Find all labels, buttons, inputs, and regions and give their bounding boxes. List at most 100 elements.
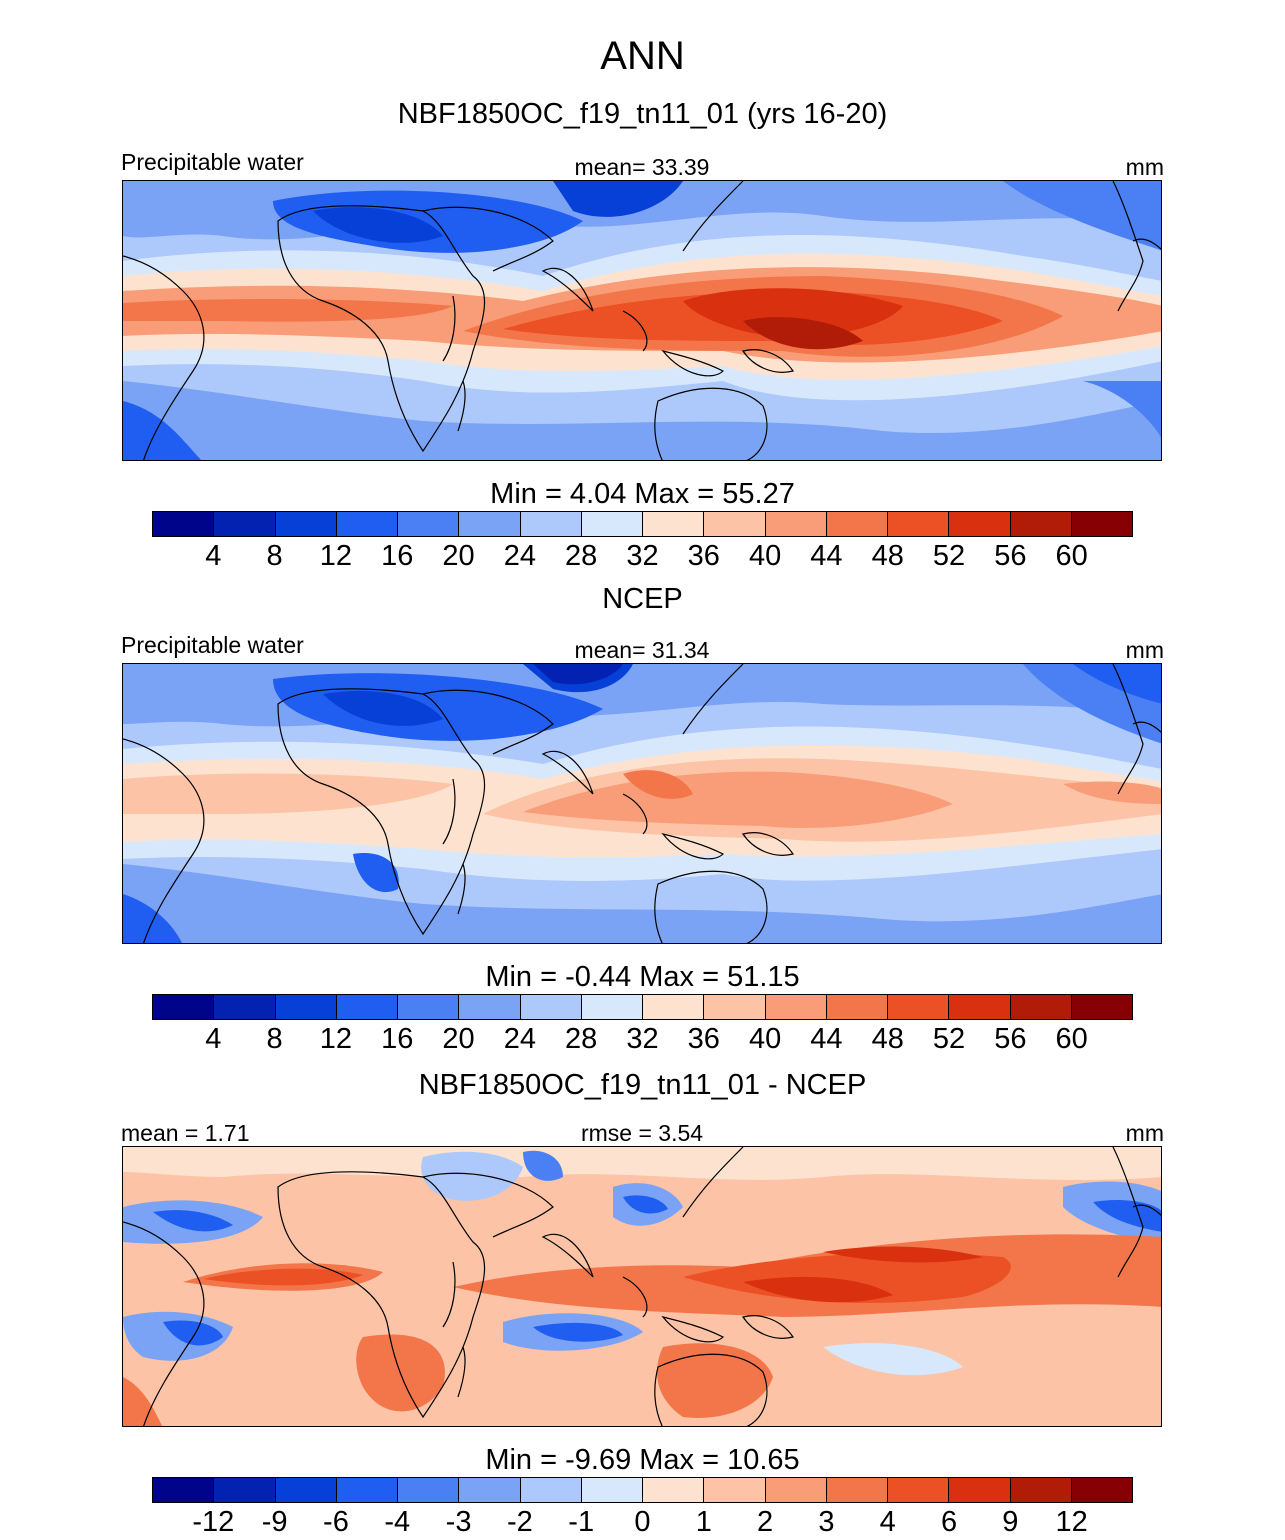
colorbar-box <box>643 512 705 536</box>
colorbar-box <box>398 512 460 536</box>
colorbar-tick-label: 8 <box>266 1023 283 1055</box>
colorbar-tick-label: 16 <box>381 540 414 572</box>
colorbar-tick-label: 3 <box>818 1506 835 1538</box>
colorbar-box <box>581 995 643 1019</box>
colorbar-box <box>398 1478 460 1502</box>
colorbar-tick-label: -6 <box>323 1506 349 1538</box>
colorbar-tick-label: 24 <box>503 540 537 572</box>
panel-2-minmax: Min = -0.44 Max = 51.15 <box>485 961 800 993</box>
colorbar-box <box>888 1478 950 1502</box>
colorbar-tick-label: 0 <box>634 1506 651 1538</box>
colorbar-box <box>459 512 521 536</box>
colorbar-box <box>336 1478 398 1502</box>
panel-1-variable-label: Precipitable water <box>121 149 304 175</box>
colorbar-box <box>826 512 888 536</box>
colorbar-box <box>949 512 1011 536</box>
colorbar-tick-label: 12 <box>1055 1506 1088 1538</box>
colorbar-box <box>949 995 1011 1019</box>
panel-1-mean-label: mean= 33.39 <box>574 154 710 180</box>
panel-2-map <box>122 663 1162 944</box>
colorbar-box <box>1071 995 1132 1019</box>
colorbar-tick-label: 52 <box>932 1023 966 1055</box>
colorbar-tick-label: -9 <box>261 1506 288 1538</box>
colorbar-tick-label: 52 <box>932 540 966 572</box>
panel-1-map <box>122 180 1162 461</box>
colorbar-tick-label: 28 <box>565 540 598 572</box>
colorbar-tick-label: 1 <box>695 1506 712 1538</box>
colorbar-tick-label: -12 <box>192 1506 235 1538</box>
colorbar-tick-label: 8 <box>266 540 283 572</box>
colorbar-box <box>459 1478 521 1502</box>
figure-title: ANN <box>600 34 685 78</box>
colorbar-box <box>1010 995 1072 1019</box>
panel-1-colorbar <box>152 511 1133 537</box>
panel-3-map <box>122 1146 1162 1427</box>
panel-3-mean-label: mean = 1.71 <box>121 1120 250 1146</box>
colorbar-tick-label: -3 <box>445 1506 472 1538</box>
panel-2-contour-field <box>123 664 1161 943</box>
panel-3-units-label: mm <box>1125 1120 1164 1146</box>
panel-1-units-label: mm <box>1125 154 1164 180</box>
colorbar-box <box>214 512 276 536</box>
panel-1-title: NBF1850OC_f19_tn11_01 (yrs 16-20) <box>397 98 888 130</box>
panel-1-contour-field <box>123 181 1161 460</box>
colorbar-box <box>765 1478 827 1502</box>
colorbar-box <box>398 995 460 1019</box>
panel-2-title: NCEP <box>602 583 683 615</box>
colorbar-tick-label: 9 <box>1002 1506 1019 1538</box>
panel-3-contour-field <box>123 1147 1161 1426</box>
colorbar-tick-label: 4 <box>205 540 222 572</box>
panel-1-colorbar-ticks: 4 8 12 16 20 24 28 32 36 40 44 48 52 56 60 <box>152 540 1133 574</box>
panel-3-minmax: Min = -9.69 Max = 10.65 <box>485 1444 800 1476</box>
colorbar-box <box>275 1478 337 1502</box>
colorbar-tick-label: 56 <box>994 540 1027 572</box>
colorbar-box <box>336 512 398 536</box>
colorbar-tick-label: -2 <box>506 1506 533 1538</box>
colorbar-box <box>1010 1478 1072 1502</box>
colorbar-box <box>704 995 766 1019</box>
colorbar-tick-label: 2 <box>757 1506 774 1538</box>
panel-2-units-label: mm <box>1125 637 1164 663</box>
colorbar-tick-label: 60 <box>1055 540 1088 572</box>
panel-3-colorbar-ticks: -12 -9 -6 -4 -3 -2 -1 0 1 2 3 4 6 9 12 <box>152 1506 1133 1540</box>
colorbar-box <box>765 512 827 536</box>
colorbar-box <box>153 1478 215 1502</box>
colorbar-box <box>520 1478 582 1502</box>
colorbar-box <box>643 1478 705 1502</box>
colorbar-box <box>1071 1478 1132 1502</box>
colorbar-box <box>949 1478 1011 1502</box>
colorbar-tick-label: 6 <box>940 1506 958 1538</box>
colorbar-tick-label: 4 <box>879 1506 896 1538</box>
colorbar-box <box>888 995 950 1019</box>
colorbar-tick-label: 4 <box>205 1023 222 1055</box>
colorbar-tick-label: 16 <box>381 1023 414 1055</box>
colorbar-box <box>153 995 215 1019</box>
colorbar-tick-label: -1 <box>568 1506 595 1538</box>
colorbar-box <box>520 512 582 536</box>
colorbar-box <box>826 1478 888 1502</box>
colorbar-box <box>214 995 276 1019</box>
colorbar-box <box>643 995 705 1019</box>
colorbar-tick-label: 12 <box>319 540 353 572</box>
colorbar-tick-label: 48 <box>871 540 904 572</box>
colorbar-tick-label: 40 <box>748 1023 782 1055</box>
colorbar-box <box>459 995 521 1019</box>
panel-3-rmse-label: rmse = 3.54 <box>580 1120 704 1146</box>
colorbar-box <box>1071 512 1132 536</box>
colorbar-tick-label: 28 <box>565 1023 598 1055</box>
colorbar-box <box>275 995 337 1019</box>
colorbar-box <box>275 512 337 536</box>
colorbar-tick-label: 56 <box>994 1023 1027 1055</box>
colorbar-box <box>581 512 643 536</box>
colorbar-box <box>336 995 398 1019</box>
colorbar-box <box>214 1478 276 1502</box>
colorbar-tick-label: 24 <box>503 1023 537 1055</box>
colorbar-tick-label: 36 <box>687 540 720 572</box>
panel-3-title: NBF1850OC_f19_tn11_01 - NCEP <box>418 1069 867 1101</box>
colorbar-box <box>581 1478 643 1502</box>
panel-2-mean-label: mean= 31.34 <box>574 637 710 663</box>
colorbar-tick-label: 20 <box>442 1023 475 1055</box>
panel-3-colorbar <box>152 1477 1133 1503</box>
panel-2-colorbar <box>152 994 1133 1020</box>
colorbar-tick-label: 32 <box>626 540 659 572</box>
